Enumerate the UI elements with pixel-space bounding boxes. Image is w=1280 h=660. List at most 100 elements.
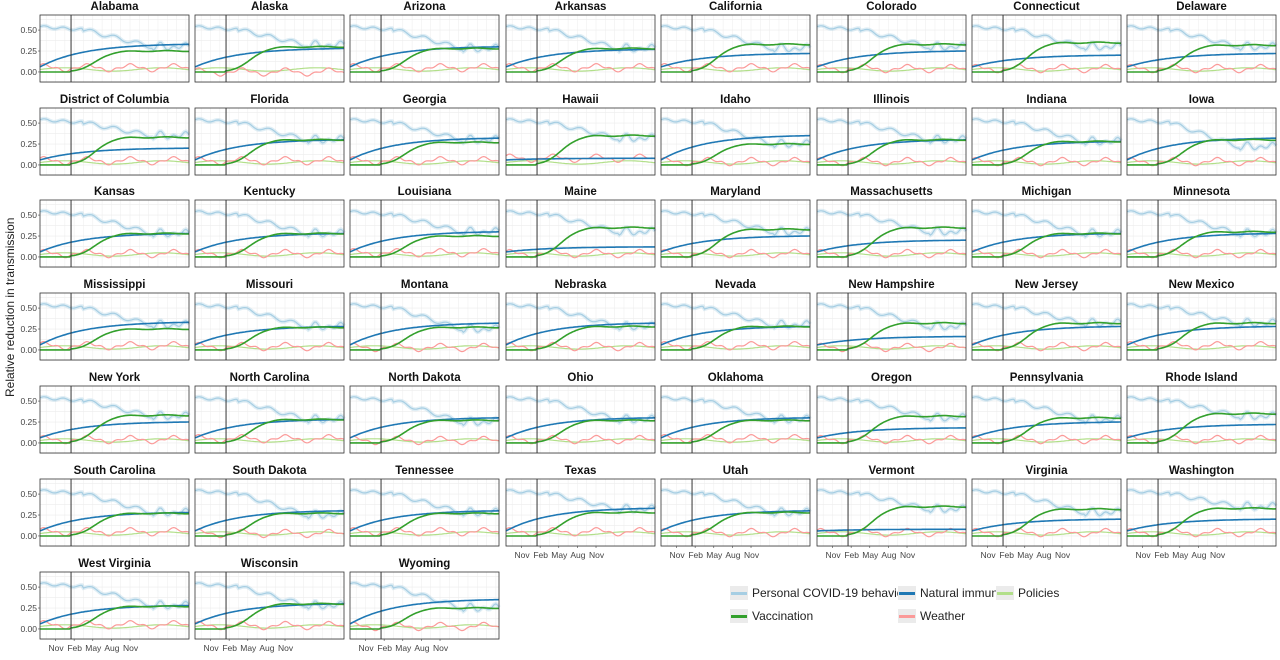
panel-title: Wyoming — [399, 558, 451, 570]
panel-pennsylvania: Pennsylvania — [971, 372, 1123, 454]
y-tick-label: 0.00 — [20, 67, 37, 77]
x-tick-label: Nov — [433, 643, 449, 653]
panel-indiana: Indiana — [971, 94, 1123, 176]
x-tick-label: May — [551, 550, 568, 560]
series-line-weather — [194, 528, 345, 539]
series-line-policies — [505, 252, 656, 257]
series-line-vaccination — [350, 419, 500, 444]
x-tick-label: Aug — [1036, 550, 1051, 560]
series-line-personal — [194, 489, 345, 520]
panel-nebraska: Nebraska — [505, 279, 657, 361]
panel-title: South Dakota — [232, 465, 307, 477]
panel-border — [1126, 478, 1277, 547]
panel-title: Ohio — [567, 372, 593, 384]
panel-title: Minnesota — [1173, 186, 1230, 198]
series-line-weather — [349, 621, 500, 632]
series-line-vaccination — [972, 321, 1122, 351]
series-line-natural — [660, 134, 811, 161]
series-line-natural — [349, 231, 499, 253]
panel-title: South Carolina — [74, 465, 156, 477]
panel-border — [505, 107, 656, 176]
panel-border — [660, 107, 811, 176]
series-line-weather — [816, 248, 967, 259]
panel-title: North Dakota — [388, 372, 461, 384]
x-tick-label: May — [85, 643, 102, 653]
series-line-natural — [971, 54, 1121, 68]
x-tick-label: Aug — [1191, 550, 1206, 560]
series-line-policies — [971, 252, 1122, 257]
panel-new-york: New York 0.00 0.25 0.50 — [20, 372, 191, 454]
panel-title: Alaska — [251, 1, 289, 13]
panel-title: Colorado — [866, 1, 916, 13]
series-line-natural — [971, 325, 1121, 346]
series-line-natural — [817, 528, 966, 532]
y-tick-label: 0.25 — [20, 324, 37, 334]
x-tick-label: Nov — [744, 550, 760, 560]
y-tick-label: 0.00 — [20, 531, 37, 541]
panel-border — [971, 107, 1122, 176]
y-tick-label: 0.50 — [20, 396, 37, 406]
series-line-natural — [505, 417, 655, 439]
panel-border — [194, 385, 345, 454]
legend-label-weather: Weather — [920, 609, 966, 623]
x-tick-label: Feb — [1154, 550, 1169, 560]
panel-arizona: Arizona — [349, 1, 501, 83]
series-line-natural — [660, 235, 810, 253]
legend: Personal COVID-19 behaviors Natural immu… — [730, 586, 1130, 632]
series-line-personal — [1126, 396, 1277, 421]
series-line-vaccination — [1127, 507, 1277, 537]
series-line-natural — [505, 246, 655, 253]
panel-title: Rhode Island — [1165, 372, 1237, 384]
series-line-policies — [816, 160, 967, 165]
panel-title: Maine — [564, 186, 597, 198]
series-line-natural — [660, 417, 810, 439]
panel-border — [1126, 292, 1277, 361]
x-tick-label: May — [240, 643, 257, 653]
series-line-natural — [816, 335, 966, 346]
y-tick-label: 0.25 — [20, 417, 37, 427]
panel-district-of-columbia: District of Columbia 0.00 0.25 0.50 — [20, 94, 191, 176]
series-line-weather — [971, 341, 1122, 352]
panel-title: Nevada — [715, 279, 757, 291]
series-line-weather — [39, 248, 190, 259]
legend-item-vaccination: Vaccination — [730, 609, 813, 623]
panel-oklahoma: Oklahoma — [660, 372, 812, 454]
series-line-natural — [1126, 423, 1276, 439]
legend-item-weather: Weather — [898, 609, 965, 623]
series-line-vaccination — [195, 45, 344, 73]
x-tick-label: Nov — [514, 550, 530, 560]
panel-title: Kentucky — [244, 186, 296, 198]
series-line-personal — [39, 25, 190, 51]
panel-title: Michigan — [1022, 186, 1072, 198]
panel-title: New Jersey — [1015, 279, 1079, 291]
y-tick-label: 0.50 — [20, 489, 37, 499]
series-line-vaccination — [40, 327, 189, 351]
series-line-policies — [194, 67, 345, 72]
panel-florida: Florida — [194, 94, 346, 176]
y-tick-label: 0.25 — [20, 46, 37, 56]
series-line-vaccination — [350, 234, 499, 258]
series-line-personal — [194, 582, 345, 610]
panel-title: Arkansas — [555, 1, 607, 13]
panel-title: Delaware — [1176, 1, 1227, 13]
series-line-policies — [971, 531, 1122, 536]
series-line-personal — [660, 210, 811, 236]
panel-new-jersey: New Jersey — [971, 279, 1123, 361]
panel-montana: Montana — [349, 279, 501, 361]
series-line-vaccination — [40, 49, 189, 73]
panel-title: New Mexico — [1169, 279, 1235, 291]
panel-border — [660, 292, 811, 361]
series-line-vaccination — [817, 414, 967, 444]
series-line-policies — [1126, 67, 1277, 72]
series-line-vaccination — [1127, 138, 1276, 166]
series-line-natural — [1126, 518, 1276, 532]
panel-border — [349, 107, 500, 176]
series-line-personal — [816, 396, 967, 422]
panel-border — [660, 199, 811, 268]
series-line-policies — [816, 531, 967, 536]
series-line-natural — [39, 421, 189, 439]
series-line-vaccination — [40, 232, 190, 258]
panel-maryland: Maryland — [660, 186, 812, 268]
